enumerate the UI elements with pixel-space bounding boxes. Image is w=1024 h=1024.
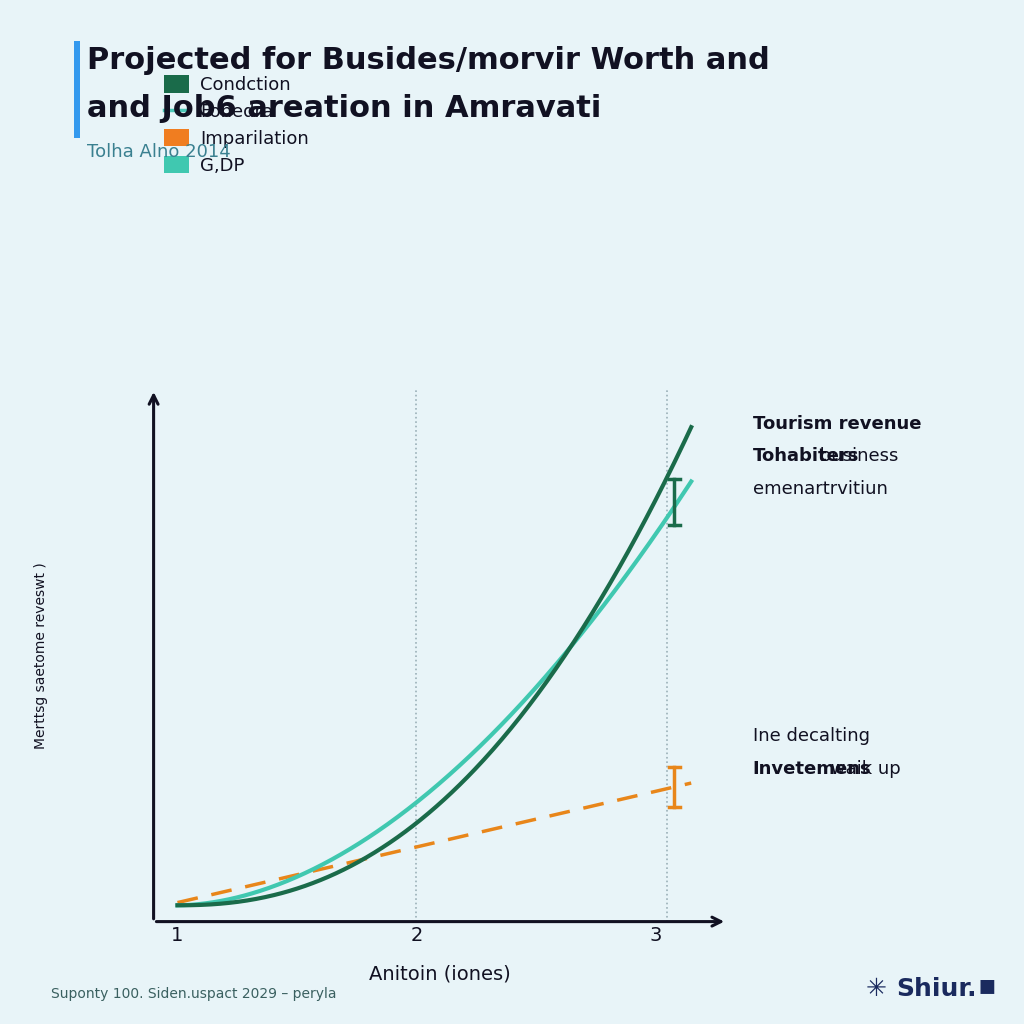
Text: Tohabiters: Tohabiters (753, 447, 859, 466)
Text: Suponty 100. Siden.uspact 2029 – peryla: Suponty 100. Siden.uspact 2029 – peryla (51, 987, 337, 1001)
Legend: Condction, Fonedra, Imparilation, G,DP: Condction, Fonedra, Imparilation, G,DP (157, 68, 316, 182)
Text: waik up: waik up (825, 760, 901, 778)
Text: business: business (814, 447, 898, 466)
Text: Ine decalting: Ine decalting (753, 727, 869, 745)
Text: ✳: ✳ (865, 978, 887, 1001)
Text: Shiur.: Shiur. (896, 978, 977, 1001)
Text: Merttsg saetome reveswt ): Merttsg saetome reveswt ) (34, 562, 48, 749)
Text: Anitoin (iones): Anitoin (iones) (370, 964, 511, 983)
Text: emenartrvitiun: emenartrvitiun (753, 480, 888, 499)
Text: Invetemens: Invetemens (753, 760, 871, 778)
Text: Projected for Busides/morvir Worth and: Projected for Busides/morvir Worth and (87, 46, 770, 75)
Text: Tolha Alno 2014: Tolha Alno 2014 (87, 143, 230, 162)
Text: Tourism revenue: Tourism revenue (753, 415, 922, 433)
Text: ▪: ▪ (978, 972, 996, 999)
Text: and Job6 areation in Amravati: and Job6 areation in Amravati (87, 94, 601, 123)
